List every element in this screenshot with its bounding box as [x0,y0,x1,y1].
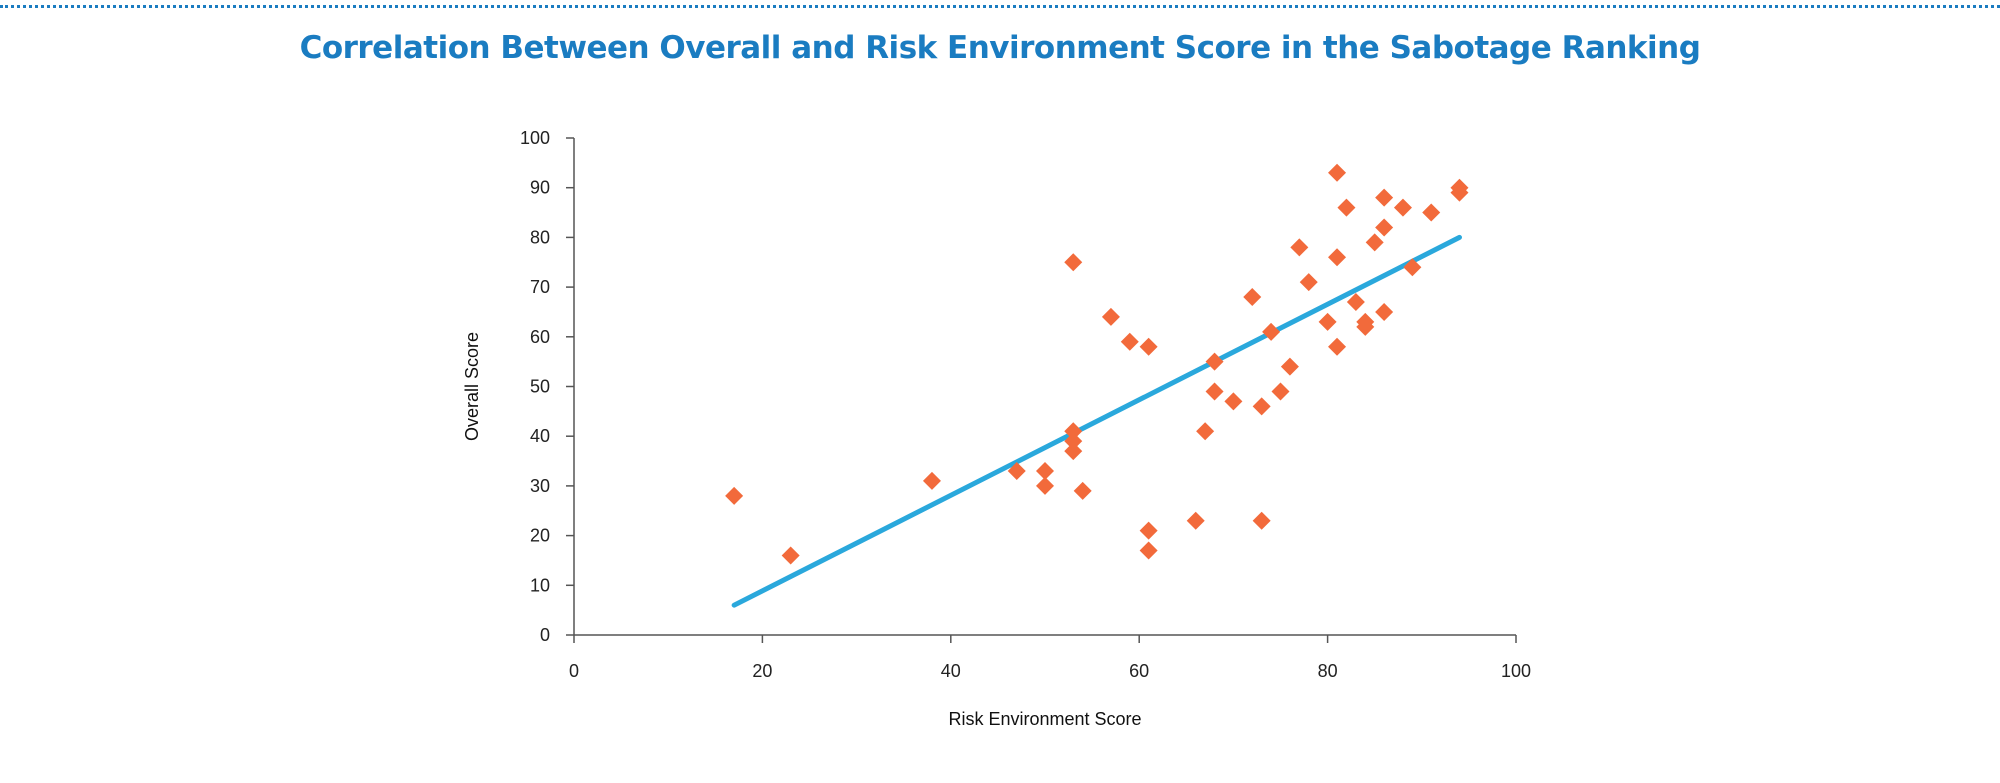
x-tick-label: 100 [1501,661,1531,681]
data-point [725,486,744,505]
data-point [1365,233,1384,252]
data-point [1064,432,1083,451]
y-tick-label: 60 [530,327,550,347]
data-point [1450,183,1469,202]
y-tick-label: 40 [530,426,550,446]
x-tick-label: 40 [941,661,961,681]
data-point [1375,218,1394,237]
data-point [1252,397,1271,416]
data-points-layer [725,163,1469,565]
x-axis-label: Risk Environment Score [948,709,1141,729]
data-point [1403,258,1422,277]
data-point [1073,481,1092,500]
y-tick-label: 30 [530,476,550,496]
data-point [1375,302,1394,321]
data-point [1139,337,1158,356]
data-point [1328,337,1347,356]
data-point [1375,188,1394,207]
y-axis-ticks: 0 10 20 30 40 50 60 70 80 90 100 [520,128,574,645]
data-point [1356,317,1375,336]
y-tick-label: 80 [530,227,550,247]
data-point [1205,352,1224,371]
data-point [1262,322,1281,341]
y-tick-label: 10 [530,575,550,595]
y-tick-label: 70 [530,277,550,297]
y-tick-label: 90 [530,178,550,198]
data-point [1036,476,1054,495]
data-point [1299,273,1318,292]
data-point [1252,511,1271,530]
data-point [1196,422,1215,441]
y-tick-label: 50 [530,377,550,397]
data-point [922,471,941,490]
y-axis-label: Overall Score [462,332,482,441]
data-point [1224,392,1243,411]
data-point [1139,541,1158,560]
x-tick-label: 80 [1318,661,1338,681]
y-tick-label: 0 [540,625,550,645]
data-point [1064,422,1083,441]
data-point [1290,238,1309,257]
top-dotted-divider [0,5,2000,8]
data-point [1120,332,1139,351]
data-point [781,546,800,565]
data-point [1346,293,1365,312]
data-point [1036,461,1054,480]
x-tick-label: 60 [1129,661,1149,681]
data-point [1328,163,1347,182]
data-point [1101,307,1120,326]
data-point [1337,198,1356,217]
y-tick-label: 100 [520,128,550,148]
data-point [1007,461,1026,480]
data-point [1139,521,1158,540]
axes: 0 10 20 30 40 50 60 70 80 90 100 0 20 40 60 80 100 [520,128,1531,681]
x-tick-label: 20 [752,661,772,681]
data-point [1205,382,1224,401]
data-point [1318,312,1337,331]
data-point [1271,382,1290,401]
trendline [731,234,1462,608]
x-tick-label: 0 [569,661,579,681]
x-axis-ticks: 0 20 40 60 80 100 [569,635,1531,681]
data-point [1280,357,1299,376]
data-point [1393,198,1412,217]
trendline-layer [731,234,1462,608]
chart-title: Correlation Between Overall and Risk Env… [299,30,1701,66]
data-point [1064,442,1083,461]
data-point [1186,511,1205,530]
data-point [1422,203,1441,222]
data-point [1064,253,1083,272]
data-point [1243,288,1262,307]
data-point [1328,248,1347,267]
y-tick-label: 20 [530,526,550,546]
